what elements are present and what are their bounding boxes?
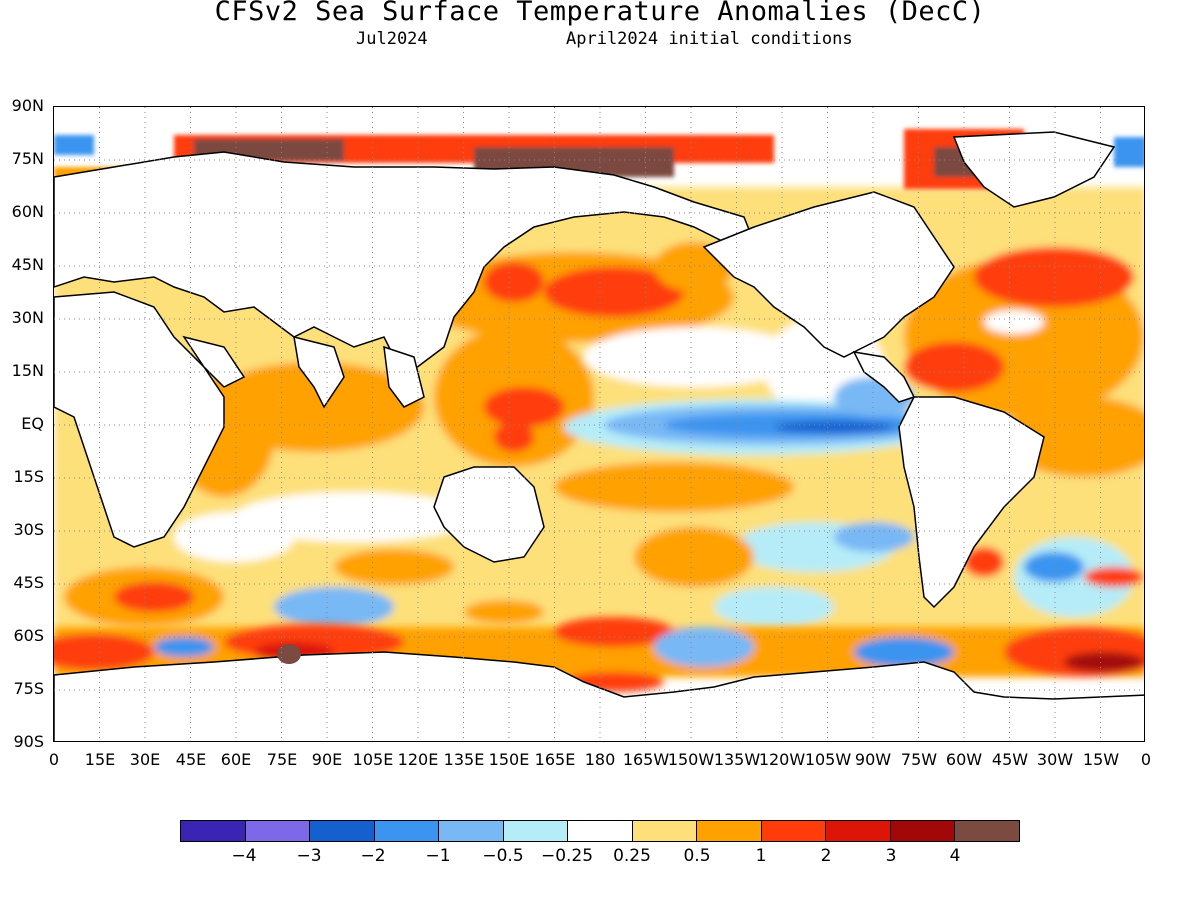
lon-label: 30E [129, 750, 161, 769]
initial-conditions: April2024 initial conditions [566, 29, 853, 49]
colorbar-label: −1 [425, 846, 451, 866]
colorbar-swatch [503, 821, 569, 841]
colorbar [180, 820, 1020, 842]
lat-label: 90S [13, 732, 44, 751]
colorbar-swatch [374, 821, 440, 841]
lat-label: 75N [11, 149, 44, 168]
lon-label: 75W [900, 750, 938, 769]
lon-label: 30W [1036, 750, 1074, 769]
lon-label: 45E [175, 750, 207, 769]
colorbar-label: 3 [885, 846, 897, 866]
lat-label: 30N [11, 308, 44, 327]
colorbar-swatch [245, 821, 311, 841]
colorbar-swatch [310, 821, 375, 841]
colorbar-label: −4 [231, 846, 257, 866]
lon-label: 15W [1082, 750, 1120, 769]
valid-month: Jul2024 [356, 29, 428, 49]
colorbar-swatch [632, 821, 698, 841]
lon-label: 165E [534, 750, 576, 769]
lon-label: 135W [713, 750, 761, 769]
lat-label: 15S [13, 467, 44, 486]
lon-label: 0 [48, 750, 60, 769]
colorbar-swatch [439, 821, 504, 841]
colorbar-label: −2 [360, 846, 386, 866]
lat-label: 45S [13, 573, 44, 592]
colorbar-label: −0.25 [540, 846, 594, 866]
colorbar-swatch [568, 821, 633, 841]
lon-label: 0 [1140, 750, 1152, 769]
lon-label: 90E [311, 750, 343, 769]
colorbar-swatch [826, 821, 891, 841]
colorbar-label: 2 [820, 846, 832, 866]
lon-label: 105W [804, 750, 852, 769]
colorbar-swatch [697, 821, 762, 841]
lat-label: 45N [11, 255, 44, 274]
lon-label: 165W [622, 750, 670, 769]
colorbar-label: −0.5 [482, 846, 524, 866]
lat-label: 30S [13, 520, 44, 539]
colorbar-label: 0.25 [613, 846, 651, 866]
colorbar-label: 4 [949, 846, 961, 866]
colorbar-label: 0.5 [683, 846, 711, 866]
lon-label: 135E [443, 750, 485, 769]
lon-label: 120W [758, 750, 806, 769]
lat-label: 60S [13, 626, 44, 645]
colorbar-swatch [955, 821, 1019, 841]
lat-label: 75S [13, 679, 44, 698]
lat-label: 60N [11, 202, 44, 221]
colorbar-swatch [181, 821, 246, 841]
lon-label: 45W [991, 750, 1029, 769]
colorbar-label: −3 [296, 846, 322, 866]
lon-label: 120E [397, 750, 439, 769]
lon-label: 60E [220, 750, 252, 769]
lon-label: 150E [488, 750, 530, 769]
sst-anomaly-map [53, 106, 1145, 742]
lon-label: 15E [84, 750, 116, 769]
lon-label: 90W [854, 750, 892, 769]
lat-label: 90N [11, 96, 44, 115]
lat-label: EQ [21, 414, 44, 433]
lon-label: 180 [584, 750, 616, 769]
colorbar-swatch [761, 821, 827, 841]
lon-label: 75E [266, 750, 298, 769]
colorbar-label: 1 [755, 846, 767, 866]
lat-label: 15N [11, 361, 44, 380]
lon-label: 105E [352, 750, 394, 769]
colorbar-swatch [890, 821, 956, 841]
lon-label: 150W [667, 750, 715, 769]
lon-label: 60W [945, 750, 983, 769]
chart-title: CFSv2 Sea Surface Temperature Anomalies … [214, 0, 986, 27]
